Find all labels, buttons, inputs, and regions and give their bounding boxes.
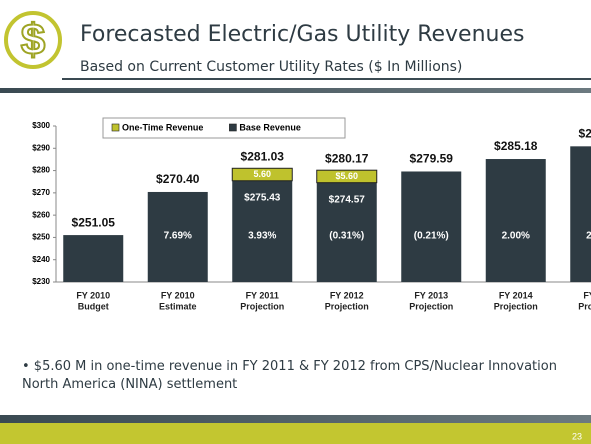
x-tick-label: FY 2012	[330, 290, 364, 300]
bar-segment	[232, 180, 293, 282]
total-label: $280.17	[325, 151, 369, 165]
x-tick-label: Budget	[78, 301, 109, 311]
bar-segment	[147, 191, 208, 282]
growth-label: 7.69%	[164, 231, 192, 242]
slide-title: Forecasted Electric/Gas Utility Revenues	[80, 22, 524, 47]
logo-ring	[4, 11, 62, 69]
x-tick-label: Projection	[409, 301, 453, 311]
growth-label: 2.00%	[586, 231, 591, 242]
bar-segment	[231, 167, 293, 182]
x-tick-label: Projection	[325, 301, 369, 311]
page-number: 23	[572, 431, 582, 441]
note: • $5.60 M in one-time revenue in FY 2011…	[22, 359, 557, 392]
growth-label: (0.31%)	[329, 231, 364, 242]
value-label: 5.60	[253, 169, 271, 179]
value-label: $5.60	[335, 171, 358, 181]
header-band	[0, 88, 591, 93]
bar-segment	[316, 182, 377, 282]
value-label: $270.40	[156, 172, 200, 186]
value-label: $285.18	[494, 139, 538, 153]
value-label: $275.43	[244, 192, 281, 203]
legend-swatch	[111, 123, 120, 132]
x-tick-label: FY 2013	[414, 290, 448, 300]
x-tick-label: Estimate	[159, 301, 197, 311]
legend-box	[102, 117, 346, 139]
growth-label: 3.93%	[248, 231, 276, 242]
x-tick-label: Projection	[578, 301, 591, 311]
footer-bar	[0, 423, 591, 444]
bar-segment	[63, 235, 124, 282]
value-label: $274.57	[329, 194, 366, 205]
x-tick-label: FY 2010	[161, 290, 195, 300]
x-tick-label: FY 2015	[583, 290, 591, 300]
y-tick-label: $250	[32, 233, 50, 242]
x-tick-label: Projection	[240, 301, 284, 311]
y-tick-label: $260	[32, 210, 50, 219]
x-tick-label: FY 2010	[76, 290, 110, 300]
x-tick-label: FY 2011	[246, 290, 279, 300]
y-tick-label: $290	[32, 143, 50, 152]
growth-label: (0.21%)	[414, 231, 449, 242]
growth-label: 2.00%	[502, 231, 530, 242]
y-tick-label: $230	[32, 277, 50, 286]
logo: $	[21, 16, 45, 65]
value-label: $251.05	[72, 215, 116, 229]
value-label: $290.88	[579, 126, 591, 140]
value-label: $279.59	[410, 152, 454, 166]
y-tick-label: $270	[32, 188, 50, 197]
subtitle-rule	[62, 78, 591, 80]
x-tick-label: Projection	[494, 301, 538, 311]
slide-subtitle: Based on Current Customer Utility Rates …	[80, 59, 462, 75]
legend-label: One-Time Revenue	[122, 122, 203, 132]
x-tick-label: FY 2014	[499, 290, 533, 300]
bar-segment	[316, 169, 378, 184]
legend-label: Base Revenue	[239, 122, 301, 132]
y-tick-label: $300	[32, 121, 50, 130]
bar-segment	[401, 171, 462, 282]
total-label: $281.03	[241, 149, 285, 163]
note-box: • $5.60 M in one-time revenue in FY 2011…	[22, 359, 557, 392]
bar-segment	[485, 159, 546, 282]
bar-segment	[570, 146, 591, 282]
legend-swatch	[229, 123, 237, 132]
footer-band	[0, 415, 591, 423]
y-tick-label: $240	[32, 255, 50, 264]
y-tick-label: $280	[32, 166, 50, 175]
